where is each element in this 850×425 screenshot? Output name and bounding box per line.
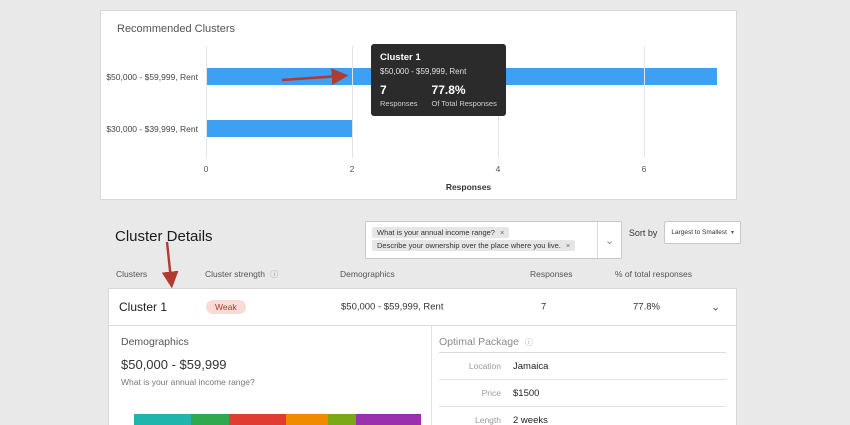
panel-divider [431,326,432,425]
gridline [206,46,207,158]
stacked-segment [229,414,286,425]
chart-tooltip: Cluster 1 $50,000 - $59,999, Rent 7 Resp… [371,44,506,116]
header-demographics: Demographics [340,269,395,279]
gridline [352,46,353,158]
tooltip-stats: 7 Responses 77.8% Of Total Responses [380,83,497,108]
header-cluster-strength: Cluster strength ⓘ [205,269,278,280]
filter-chip[interactable]: Describe your ownership over the place w… [372,240,576,251]
stacked-segment [286,414,328,425]
cluster-name: Cluster 1 [119,300,168,314]
caret-down-icon: ▾ [730,230,734,236]
header-cluster-strength-label: Cluster strength [205,269,265,279]
stacked-segment [356,414,421,425]
stacked-segment [191,414,229,425]
cluster-strength-badge: Weak [206,300,246,314]
field-location: Location Jamaica [439,353,726,380]
header-clusters: Clusters [116,269,148,279]
demographics-range: $50,000 - $59,999 [121,357,227,372]
field-label: Length [475,415,501,425]
sort-dropdown-value: Largest to Smallest [671,229,727,236]
field-value: 2 weeks [513,414,548,425]
tooltip-subtitle: $50,000 - $59,999, Rent [380,67,467,76]
tooltip-responses-label: Responses [380,99,418,108]
cluster-demographics: $50,000 - $59,999, Rent [341,301,444,313]
sort-dropdown[interactable]: Largest to Smallest ▾ [664,221,741,244]
tooltip-percent-label: Of Total Responses [431,99,497,108]
x-tick-label: 2 [349,164,355,174]
tooltip-title: Cluster 1 [380,52,421,63]
chevron-down-icon[interactable]: ⌄ [597,222,621,258]
question-filter-select[interactable]: What is your annual income range? × Desc… [365,221,622,259]
x-tick-label: 4 [495,164,501,174]
optimal-package-title-label: Optimal Package [439,336,519,348]
cluster-row[interactable]: Cluster 1 Weak $50,000 - $59,999, Rent 7… [108,288,737,326]
filter-chip[interactable]: What is your annual income range? × [372,227,510,238]
cluster-responses: 7 [541,301,547,313]
info-icon[interactable]: ⓘ [524,338,533,347]
annotation-arrow-down-icon [161,241,179,289]
x-tick-label: 6 [641,164,647,174]
x-axis-label: Responses [445,182,492,192]
cluster-details-title: Cluster Details [115,228,213,245]
field-label: Location [468,361,501,371]
sort-by-label: Sort by [628,227,658,238]
bar-label-cluster-1: $50,000 - $59,999, Rent [106,72,198,82]
filter-chip-list: What is your annual income range? × Desc… [366,222,597,258]
remove-chip-icon[interactable]: × [565,241,571,250]
field-length: Length 2 weeks [439,407,726,425]
tooltip-percent: 77.8% Of Total Responses [432,83,497,108]
demographics-title: Demographics [121,336,189,348]
sort-controls: Sort by Largest to Smallest ▾ [629,221,741,244]
demographics-question: What is your annual income range? [121,377,255,387]
optimal-package-fields: Location Jamaica Price $1500 Length 2 we… [439,352,726,425]
annotation-arrow-right-icon [281,68,349,85]
filter-chip-label: What is your annual income range? [377,228,495,237]
filter-chip-label: Describe your ownership over the place w… [377,241,561,250]
field-price: Price $1500 [439,380,726,407]
remove-chip-icon[interactable]: × [499,228,505,237]
optimal-package-title: Optimal Package ⓘ [439,336,533,348]
field-label: Price [481,388,501,398]
cluster-percent: 77.8% [633,301,660,313]
tooltip-responses-value: 7 [380,83,387,97]
tooltip-percent-value: 77.8% [431,83,466,97]
field-value: Jamaica [513,360,549,372]
gridline [644,46,645,158]
bar-cluster-2[interactable] [206,120,352,137]
chart-title: Recommended Clusters [117,23,235,35]
field-value: $1500 [513,387,540,399]
stacked-segment [328,414,356,425]
recommended-clusters-card: Recommended Clusters $50,000 - $59,999, … [100,10,737,200]
header-responses: Responses [530,269,573,279]
collapse-chevron-icon[interactable]: ⌄ [711,301,721,314]
cluster-expanded-panel: Demographics $50,000 - $59,999 What is y… [108,326,737,425]
info-icon[interactable]: ⓘ [270,270,279,279]
stacked-segment [134,414,191,425]
tooltip-responses: 7 Responses [380,83,418,108]
header-percent: % of total responses [615,269,693,279]
x-tick-label: 0 [203,164,209,174]
demographics-stacked-bar [134,414,421,425]
bar-label-cluster-2: $30,000 - $39,999, Rent [106,124,198,134]
